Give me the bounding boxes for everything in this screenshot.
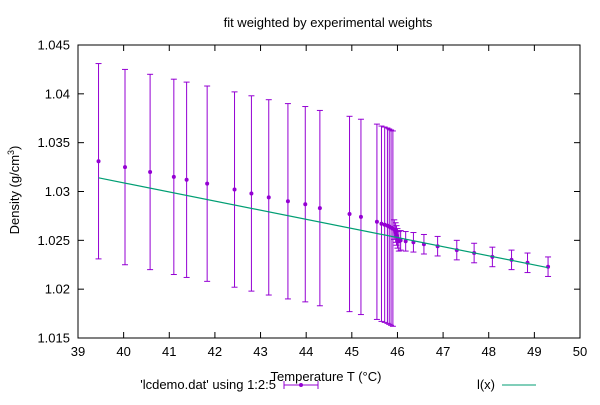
x-tick-label: 45 bbox=[345, 344, 359, 359]
plot-area bbox=[95, 63, 552, 327]
data-point bbox=[403, 239, 408, 244]
y-tick-label: 1.015 bbox=[37, 331, 70, 346]
data-point-group bbox=[346, 115, 353, 313]
data-point bbox=[205, 181, 210, 186]
data-point bbox=[148, 169, 153, 174]
x-tick-label: 41 bbox=[162, 344, 176, 359]
data-point-group bbox=[402, 231, 409, 252]
data-point-group bbox=[147, 73, 154, 271]
x-tick-label: 47 bbox=[436, 344, 450, 359]
y-tick-label: 1.04 bbox=[45, 86, 70, 101]
data-point bbox=[184, 177, 189, 182]
data-point-group bbox=[170, 78, 177, 276]
legend: 'lcdemo.dat' using 1:2:5 l(x) bbox=[140, 377, 536, 392]
data-point bbox=[358, 214, 363, 219]
legend-label-data: 'lcdemo.dat' using 1:2:5 bbox=[140, 377, 276, 392]
x-tick-label: 49 bbox=[527, 344, 541, 359]
x-axis-label: Temperature T (°C) bbox=[271, 369, 382, 384]
data-point bbox=[285, 199, 290, 204]
data-point-group bbox=[316, 109, 323, 307]
chart-title: fit weighted by experimental weights bbox=[224, 15, 433, 30]
y-tick-label: 1.02 bbox=[45, 282, 70, 297]
axes: 39 40 41 42 43 44 45 46 47 48 49 50 1.0151.021.0251… bbox=[37, 38, 587, 360]
y-tick-label: 1.03 bbox=[45, 184, 70, 199]
y-axis-label: Density (g/cm3) bbox=[6, 146, 22, 235]
data-point-group bbox=[373, 123, 380, 320]
data-point bbox=[266, 195, 271, 200]
data-point-group bbox=[378, 125, 385, 322]
data-point-group bbox=[122, 68, 129, 266]
data-point-group bbox=[265, 99, 272, 296]
data-point bbox=[303, 202, 308, 207]
y-axis-label-superscript: 3 bbox=[6, 150, 16, 155]
legend-item-fit: l(x) bbox=[477, 377, 536, 392]
data-point bbox=[379, 221, 384, 226]
data-point bbox=[546, 264, 551, 269]
data-point-group bbox=[420, 233, 427, 255]
x-axis-ticks: 39 40 41 42 43 44 45 46 47 48 49 50 bbox=[71, 45, 587, 359]
y-tick-label: 1.025 bbox=[37, 233, 70, 248]
data-point bbox=[171, 174, 176, 179]
x-tick-label: 44 bbox=[299, 344, 313, 359]
data-point bbox=[96, 159, 101, 164]
y-axis-ticks: 1.015 1.02 1.025 1.03 1.035 1.04 1.045 bbox=[37, 38, 580, 346]
y-tick-label: 1.045 bbox=[37, 38, 70, 53]
legend-item-data: 'lcdemo.dat' using 1:2:5 bbox=[140, 377, 319, 392]
data-point-group bbox=[397, 230, 404, 251]
data-point bbox=[249, 191, 254, 196]
data-point-group bbox=[381, 126, 388, 323]
x-tick-label: 48 bbox=[481, 344, 495, 359]
data-point bbox=[374, 219, 379, 224]
legend-swatch-data-point bbox=[299, 383, 303, 387]
y-axis-label-main: Density (g/cm bbox=[7, 155, 22, 234]
x-tick-label: 40 bbox=[116, 344, 130, 359]
data-point bbox=[317, 206, 322, 211]
data-point-group bbox=[204, 85, 211, 282]
x-tick-label: 50 bbox=[573, 344, 587, 359]
x-tick-label: 43 bbox=[253, 344, 267, 359]
fit-line bbox=[98, 177, 549, 269]
y-tick-label: 1.035 bbox=[37, 135, 70, 150]
data-point bbox=[232, 187, 237, 192]
data-point-group bbox=[410, 232, 417, 253]
data-point bbox=[398, 238, 403, 243]
plot-frame bbox=[77, 44, 581, 339]
x-tick-label: 39 bbox=[71, 344, 85, 359]
data-point bbox=[347, 211, 352, 216]
data-point-group bbox=[284, 103, 291, 300]
x-tick-label: 46 bbox=[390, 344, 404, 359]
data-point-group bbox=[231, 91, 238, 288]
data-point-group bbox=[95, 63, 102, 260]
y-axis-label-tail: ) bbox=[7, 146, 22, 150]
data-point-group bbox=[357, 118, 364, 316]
data-point bbox=[123, 165, 128, 170]
data-point-group bbox=[248, 95, 255, 292]
data-point-group bbox=[302, 106, 309, 303]
legend-label-fit: l(x) bbox=[477, 377, 495, 392]
x-tick-label: 42 bbox=[208, 344, 222, 359]
data-point-group bbox=[183, 81, 190, 278]
